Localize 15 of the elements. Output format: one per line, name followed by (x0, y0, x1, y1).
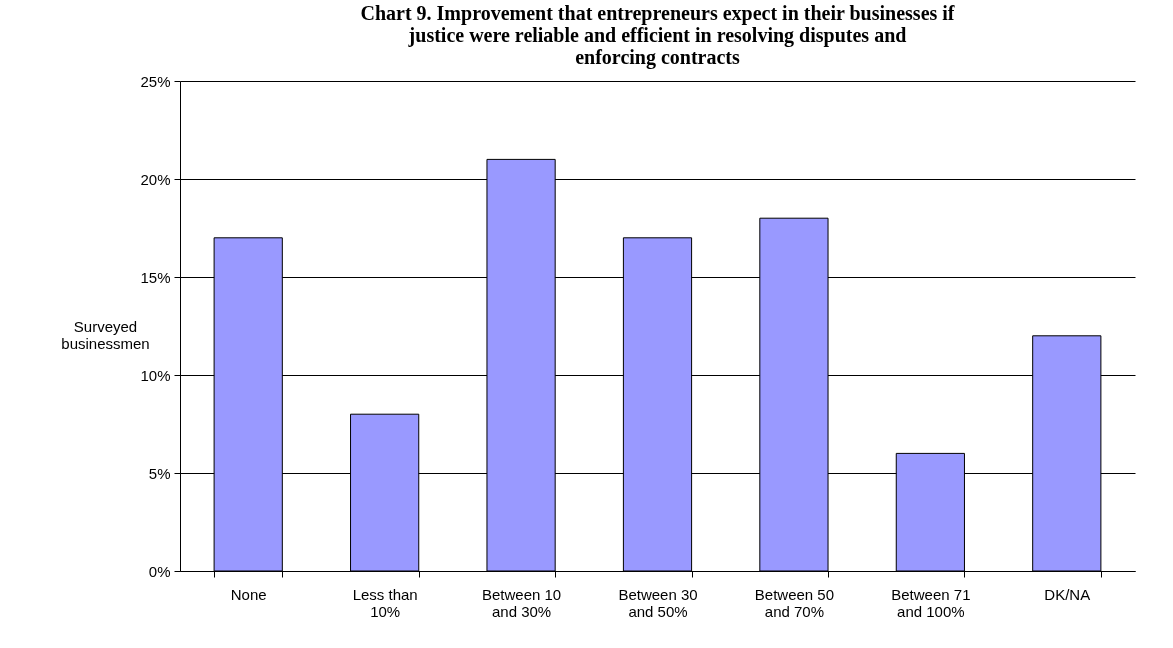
x-tick-label: None (230, 585, 267, 603)
y-tick-label: 15% (140, 268, 171, 286)
chart-title: Chart 9. Improvement that entrepreneurs expect in their businesses if justice were reliable and efficient in resolving disputes and enforcing contracts (360, 2, 955, 69)
x-tick-label: Between 50 and 70% (754, 585, 835, 620)
y-tick-label: 5% (148, 464, 171, 482)
x-tick-label: Between 10 and 30% (481, 585, 562, 620)
x-tick-label: DK/NA (1044, 585, 1091, 603)
y-axis-title: Surveyed businessmen (61, 317, 150, 352)
x-tick-label: Between 71 and 100% (891, 585, 971, 620)
x-tick-label: Less than 10% (352, 585, 418, 620)
y-tick-label: 25% (140, 72, 171, 90)
y-tick-label: 0% (148, 562, 171, 580)
y-tick-label: 10% (140, 366, 171, 384)
y-tick-label: 20% (140, 170, 171, 188)
x-tick-label: Between 30 and 50% (618, 585, 698, 620)
